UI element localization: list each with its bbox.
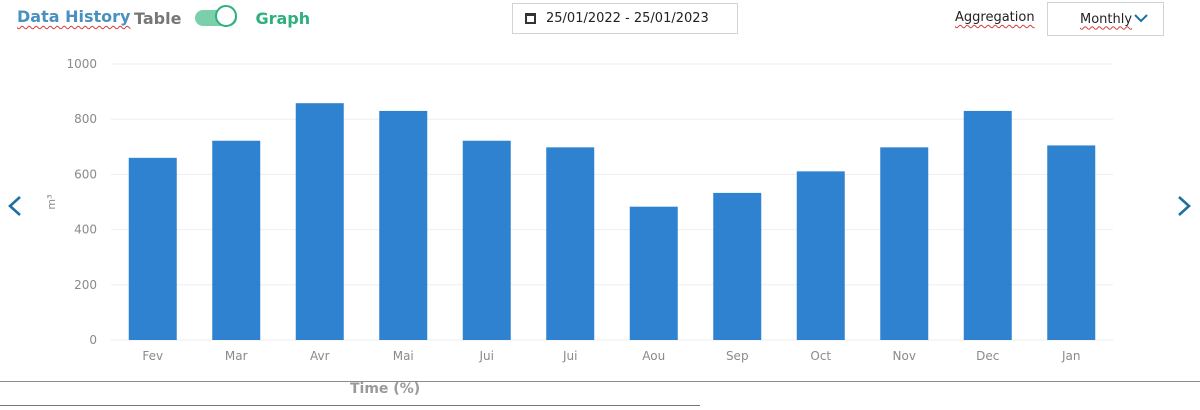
view-switch[interactable] bbox=[195, 5, 241, 31]
divider bbox=[0, 381, 1200, 382]
y-tick-label: 200 bbox=[74, 278, 97, 292]
table-view-label[interactable]: Table bbox=[134, 8, 182, 28]
bar[interactable] bbox=[1047, 145, 1096, 340]
divider bbox=[0, 405, 700, 406]
bar[interactable] bbox=[963, 110, 1012, 340]
chart-container: 0 200 400 600 800 1000 m³ Fev Mar Avr Mai Jui Jui Aou… bbox=[0, 40, 1200, 375]
x-tick-label: Fev bbox=[142, 349, 163, 363]
calendar-icon bbox=[525, 13, 536, 24]
x-tick-label: Jui bbox=[479, 349, 494, 363]
x-tick-label: Mar bbox=[225, 349, 248, 363]
aggregation-value: Monthly bbox=[1080, 11, 1133, 27]
y-tick-label: 800 bbox=[74, 112, 97, 126]
aggregation-select[interactable]: Monthly bbox=[1047, 2, 1164, 36]
bar[interactable] bbox=[629, 206, 678, 340]
date-range-picker[interactable]: 25/01/2022 - 25/01/2023 bbox=[512, 3, 738, 34]
y-axis-label: m³ bbox=[45, 194, 58, 209]
chevron-down-icon bbox=[1134, 14, 1148, 23]
bar[interactable] bbox=[880, 147, 929, 340]
x-tick-label: Oct bbox=[810, 349, 831, 363]
y-tick-label: 400 bbox=[74, 223, 97, 237]
bar[interactable] bbox=[546, 147, 595, 340]
bar[interactable] bbox=[379, 110, 428, 340]
x-axis-title: Time (%) bbox=[350, 381, 421, 397]
bar[interactable] bbox=[462, 140, 511, 340]
bar[interactable] bbox=[713, 192, 762, 340]
x-tick-label: Jan bbox=[1061, 349, 1081, 363]
x-tick-label: Nov bbox=[893, 349, 916, 363]
switch-thumb bbox=[215, 5, 238, 27]
bar-chart: 0 200 400 600 800 1000 m³ Fev Mar Avr Mai Jui Jui Aou… bbox=[45, 57, 1113, 363]
x-tick-label: Aou bbox=[642, 349, 665, 363]
bar[interactable] bbox=[796, 171, 845, 340]
aggregation-label: Aggregation bbox=[955, 10, 1035, 25]
chevron-left-icon[interactable] bbox=[7, 195, 23, 217]
view-toggle: Table Graph bbox=[134, 4, 310, 32]
page-title: Data History bbox=[17, 7, 131, 26]
chevron-right-icon[interactable] bbox=[1176, 195, 1192, 217]
graph-view-label[interactable]: Graph bbox=[255, 8, 311, 28]
bar[interactable] bbox=[295, 103, 344, 340]
x-tick-label: Avr bbox=[310, 349, 330, 363]
y-tick-label: 1000 bbox=[66, 57, 97, 71]
bar[interactable] bbox=[128, 157, 177, 340]
date-range-text: 25/01/2022 - 25/01/2023 bbox=[546, 11, 709, 26]
x-tick-label: Dec bbox=[976, 349, 999, 363]
bar[interactable] bbox=[212, 140, 261, 340]
x-tick-label: Sep bbox=[726, 349, 749, 363]
y-tick-label: 600 bbox=[74, 167, 97, 181]
x-tick-label: Jui bbox=[562, 349, 577, 363]
y-tick-label: 0 bbox=[89, 333, 97, 347]
x-tick-label: Mai bbox=[393, 349, 414, 363]
